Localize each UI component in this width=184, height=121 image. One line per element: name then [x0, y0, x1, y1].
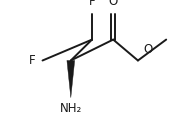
Text: O: O [143, 43, 153, 56]
Text: O: O [109, 0, 118, 8]
Text: F: F [89, 0, 95, 8]
Text: F: F [29, 54, 36, 67]
Text: NH₂: NH₂ [60, 102, 82, 115]
Polygon shape [67, 60, 75, 98]
